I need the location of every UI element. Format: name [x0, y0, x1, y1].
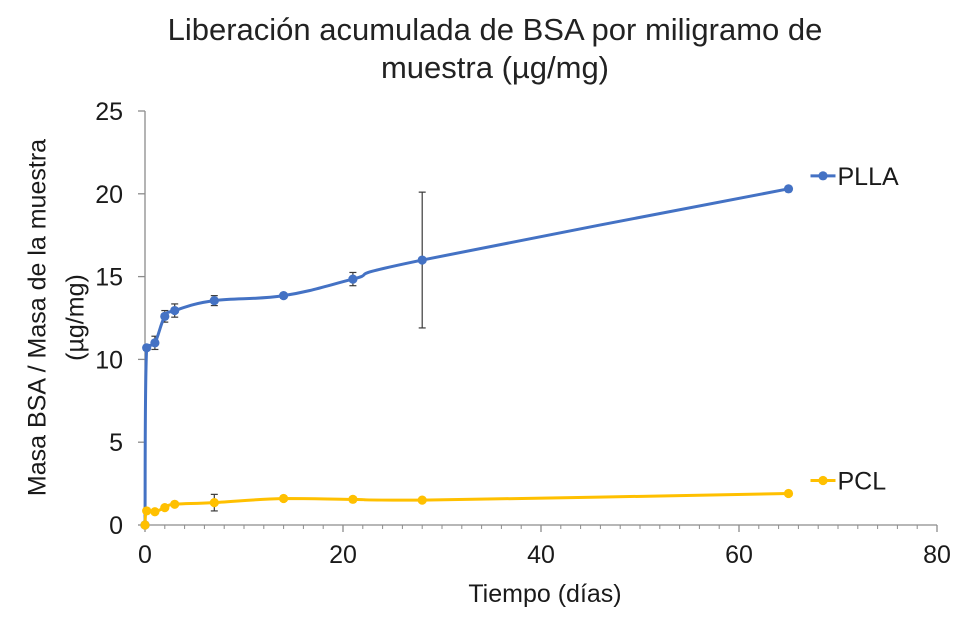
plla-legend-label: PLLA [838, 163, 899, 191]
plla-point [160, 311, 170, 321]
pcl-point [160, 503, 170, 513]
plla-point [783, 184, 794, 194]
x-tick-label: 60 [725, 541, 753, 569]
plla-point [417, 255, 427, 265]
series-lines [143, 187, 790, 527]
y-tick-label: 25 [95, 98, 123, 126]
pcl-point [170, 499, 180, 509]
plla-point [150, 338, 160, 348]
pcl-point [783, 488, 794, 499]
error-bars [143, 191, 426, 512]
plla-point [348, 274, 358, 284]
plla-legend-marker [818, 171, 828, 181]
pcl-point [279, 493, 289, 504]
series-markers [140, 184, 794, 530]
plla-line [143, 187, 790, 527]
chart-title-line-1: Liberación acumulada de BSA por miligram… [167, 12, 823, 47]
pcl-point [348, 494, 358, 504]
plla-point [170, 305, 180, 316]
x-tick-label: 20 [329, 541, 357, 569]
x-tick-label: 0 [138, 541, 152, 569]
pcl-line [143, 492, 790, 527]
x-axis-label: Tiempo (días) [468, 580, 622, 608]
y-tick-label: 15 [95, 264, 123, 292]
plla-point [209, 296, 219, 306]
x-tick-label: 40 [527, 541, 555, 569]
pcl-point [140, 520, 150, 530]
series-labels: PLLA PCL [810, 163, 899, 496]
pcl-point [150, 507, 160, 517]
chart-title-line-2: muestra (µg/mg) [380, 50, 610, 85]
x-tick-label: 80 [923, 541, 951, 569]
y-tick-label: 20 [95, 181, 123, 209]
plla-point [279, 291, 289, 301]
pcl-legend-marker [818, 475, 828, 486]
pcl-point [209, 498, 219, 508]
y-tick-label: 10 [95, 346, 123, 374]
pcl-point [417, 495, 427, 505]
pcl-point [142, 506, 152, 516]
y-tick-label: 0 [109, 512, 123, 540]
y-tick-label: 5 [109, 429, 123, 457]
pcl-legend-label: PCL [838, 468, 887, 496]
plla-point [142, 343, 152, 353]
